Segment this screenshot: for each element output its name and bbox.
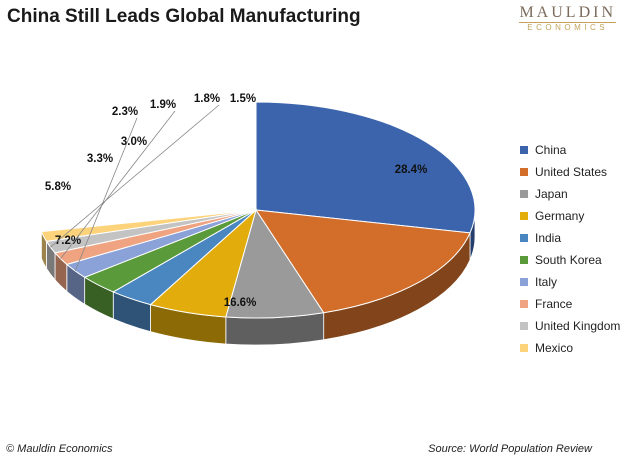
- legend-label-united-kingdom: United Kingdom: [535, 319, 621, 333]
- data-label-germany: 5.8%: [45, 181, 71, 193]
- pie-slice-japan: [225, 208, 325, 319]
- brand-rule: [519, 22, 616, 23]
- legend-swatch-france: [520, 300, 528, 308]
- legend-swatch-united-kingdom: [520, 322, 528, 330]
- chart-title: China Still Leads Global Manufacturing: [7, 6, 361, 27]
- brand-name: MAULDIN: [519, 4, 616, 21]
- data-label-italy: 2.3%: [112, 106, 138, 118]
- legend-swatch-mexico: [520, 344, 528, 352]
- legend-item-japan: Japan: [520, 183, 620, 205]
- legend-item-mexico: Mexico: [520, 337, 620, 359]
- legend-swatch-italy: [520, 278, 528, 286]
- data-label-india: 3.3%: [87, 153, 113, 165]
- data-label-united-kingdom: 1.8%: [194, 93, 220, 105]
- pie-slice-mexico: [40, 209, 257, 242]
- pie-top-faces: [40, 101, 476, 319]
- legend-item-italy: Italy: [520, 271, 620, 293]
- data-label-mexico: 1.5%: [230, 93, 256, 105]
- data-label-france: 1.9%: [150, 99, 176, 111]
- legend-item-india: India: [520, 227, 620, 249]
- legend-swatch-south-korea: [520, 256, 528, 264]
- legend-swatch-united-states: [520, 168, 528, 176]
- legend-item-china: China: [520, 139, 620, 161]
- data-label-south-korea: 3.0%: [121, 136, 147, 148]
- source-note: Source: World Population Review: [428, 443, 592, 455]
- legend-label-mexico: Mexico: [535, 341, 574, 355]
- legend-label-germany: Germany: [535, 209, 585, 223]
- brand-subtitle: ECONOMICS: [527, 23, 609, 32]
- pie-slice-united-states: [254, 209, 471, 314]
- leader-line-united-kingdom: [50, 104, 220, 248]
- legend-swatch-india: [520, 234, 528, 242]
- legend-item-south-korea: South Korea: [520, 249, 620, 271]
- legend-item-germany: Germany: [520, 205, 620, 227]
- data-label-china: 28.4%: [395, 164, 428, 176]
- legend-label-italy: Italy: [535, 275, 558, 289]
- leader-line-france: [60, 110, 176, 259]
- brand-logo: MAULDIN ECONOMICS: [519, 5, 616, 33]
- legend-item-france: France: [520, 293, 620, 315]
- legend-label-india: India: [535, 231, 562, 245]
- chart-legend: China United States Japan Germany India South…: [520, 139, 620, 359]
- legend-label-united-states: United States: [535, 165, 608, 179]
- legend-swatch-china: [520, 146, 528, 154]
- legend-label-japan: Japan: [535, 187, 568, 201]
- legend-swatch-japan: [520, 190, 528, 198]
- legend-label-china: China: [535, 143, 567, 157]
- legend-label-south-korea: South Korea: [535, 253, 602, 267]
- pie-slice-china: [255, 101, 476, 234]
- legend-item-united-states: United States: [520, 161, 620, 183]
- pie-data-labels: 28.4%16.6%7.2%5.8%3.3%3.0%2.3%1.9% 1.8% 1.…: [45, 93, 427, 309]
- leader-line-italy: [74, 117, 138, 272]
- legend-item-united-kingdom: United Kingdom: [520, 315, 620, 337]
- legend-label-france: France: [535, 297, 573, 311]
- copyright-notice: © Mauldin Economics: [6, 443, 113, 455]
- legend-swatch-germany: [520, 212, 528, 220]
- data-label-united-states: 16.6%: [224, 297, 257, 309]
